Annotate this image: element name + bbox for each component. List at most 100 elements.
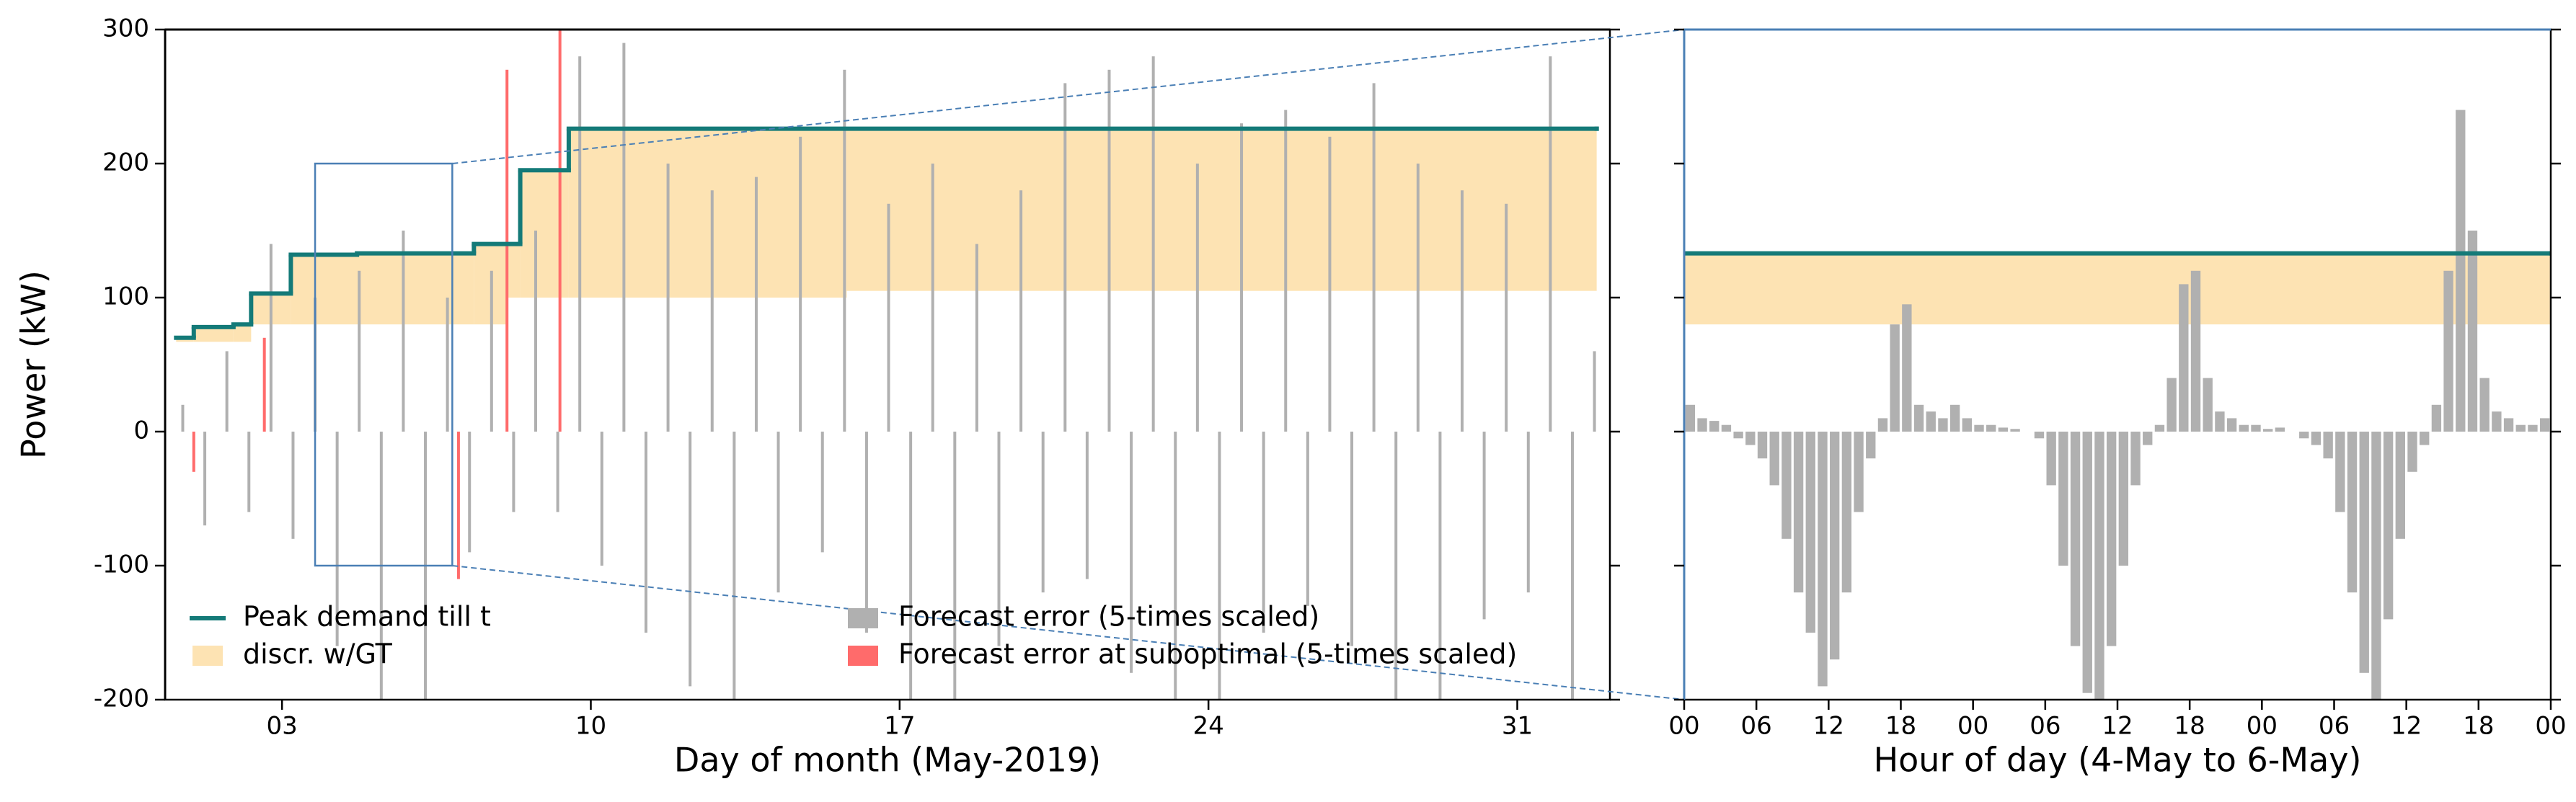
bar <box>1041 432 1045 593</box>
bar <box>2263 429 2273 432</box>
bar <box>2226 418 2237 432</box>
band-segment <box>568 128 847 298</box>
bar <box>2539 418 2550 432</box>
bar <box>1926 411 1936 432</box>
bar <box>1757 432 1768 459</box>
bar <box>1890 324 1900 432</box>
bar <box>2203 378 2213 432</box>
bar <box>2515 424 2526 432</box>
bar <box>2106 432 2117 646</box>
bar <box>2010 429 2020 432</box>
bar <box>2070 432 2081 646</box>
bar <box>732 432 736 700</box>
x-tick-label: 10 <box>575 712 606 741</box>
x-tick-label: 00 <box>2535 712 2566 741</box>
bar <box>2323 432 2333 459</box>
bar <box>1781 432 1792 539</box>
bar <box>2347 432 2358 593</box>
x-tick-label: 18 <box>1885 712 1916 741</box>
bar <box>1721 424 1732 432</box>
bar <box>1549 56 1552 432</box>
bar <box>2239 424 2249 432</box>
bar <box>776 432 780 593</box>
bar <box>1593 351 1596 432</box>
bar <box>1262 432 1265 633</box>
bar <box>2492 411 2502 432</box>
bar <box>1877 418 1888 432</box>
band-segment <box>846 128 1597 291</box>
bar <box>1697 418 1707 432</box>
bar <box>468 432 472 553</box>
bar <box>1866 432 1876 459</box>
bar <box>225 351 229 432</box>
band-segment <box>291 254 474 325</box>
bar <box>1998 427 2009 432</box>
x-tick-label: 12 <box>1813 712 1844 741</box>
bar <box>1818 432 1828 687</box>
bar <box>1306 432 1309 606</box>
bar <box>402 231 405 432</box>
y-tick-label: 100 <box>102 282 149 311</box>
legend-text: Forecast error at suboptimal (5-times sc… <box>898 638 1517 670</box>
bar <box>192 432 195 472</box>
bar <box>754 177 758 432</box>
bar <box>2275 427 2285 432</box>
bar <box>2335 432 2345 512</box>
bar <box>622 43 626 432</box>
bar <box>2058 432 2068 566</box>
bar <box>1505 203 1508 432</box>
bar <box>2395 432 2405 539</box>
bar <box>1151 56 1155 432</box>
bar <box>1085 432 1089 579</box>
bar <box>931 164 934 432</box>
zoom-connector <box>452 29 1685 164</box>
bar <box>2383 432 2394 620</box>
bar <box>490 270 493 432</box>
bar <box>1350 432 1354 646</box>
bar <box>2479 378 2489 432</box>
x-tick-label: 12 <box>2391 712 2422 741</box>
bar <box>1830 432 1840 660</box>
bar <box>2034 432 2045 439</box>
x-tick-label: 03 <box>267 712 298 741</box>
legend-swatch <box>848 646 878 666</box>
bar <box>446 298 449 432</box>
bar <box>2503 418 2514 432</box>
x-axis-label: Hour of day (4-May to 6-May) <box>1874 741 2362 780</box>
bar <box>600 432 603 566</box>
band-segment <box>233 324 252 342</box>
bar <box>1482 432 1486 620</box>
bar <box>1416 164 1420 432</box>
plot-area <box>174 30 1599 700</box>
band-segment <box>1684 253 2551 325</box>
bar <box>2215 411 2225 432</box>
y-tick-label: -200 <box>94 685 149 713</box>
bar <box>2407 432 2417 472</box>
bar <box>1284 110 1288 432</box>
bar <box>1709 421 1719 432</box>
bar <box>534 231 538 432</box>
bar <box>2082 432 2092 693</box>
bar <box>2251 424 2261 432</box>
bar <box>1461 190 1464 432</box>
legend-text: Peak demand till t <box>243 601 491 633</box>
bar <box>710 190 714 432</box>
band-segment <box>507 244 521 298</box>
bar <box>2467 231 2478 432</box>
bar <box>2179 284 2189 432</box>
y-tick-label: 0 <box>133 416 149 445</box>
bar <box>512 432 515 512</box>
bar <box>2456 110 2466 432</box>
bar <box>820 432 824 553</box>
bar <box>358 270 361 432</box>
bar <box>1174 432 1177 700</box>
bar <box>2154 424 2165 432</box>
bar <box>1986 424 1996 432</box>
bar <box>997 432 1001 646</box>
bar <box>843 69 846 432</box>
bar <box>1962 418 1972 432</box>
y-tick-label: 300 <box>102 14 149 43</box>
bar <box>1805 432 1815 633</box>
bar <box>1949 404 1960 432</box>
